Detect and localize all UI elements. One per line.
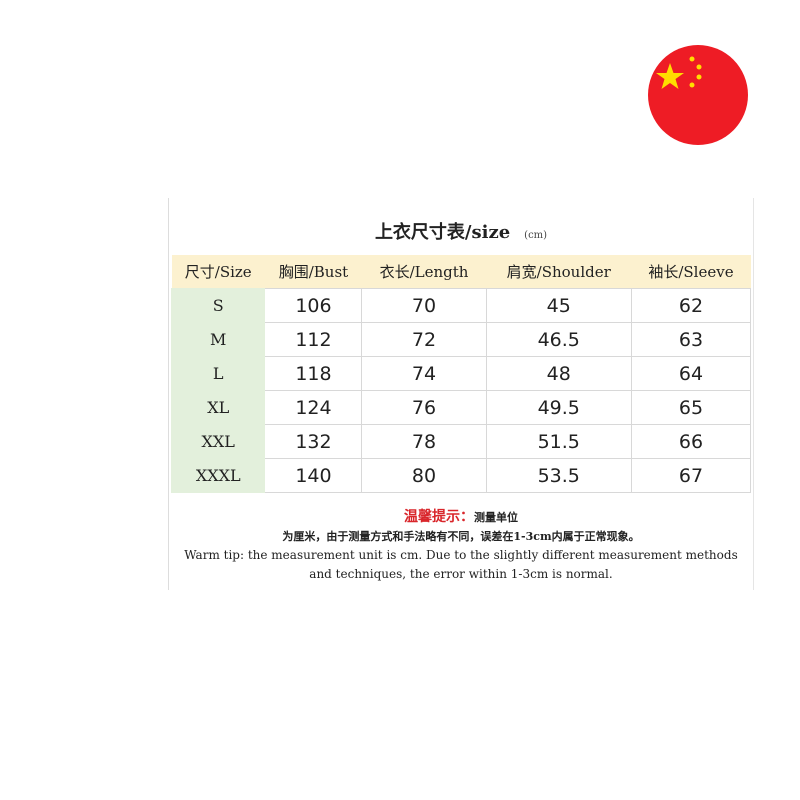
size-cell: XL [170,390,266,425]
column-header: 胸围/Bust [264,255,362,289]
chart-title: 上衣尺寸表/size (cm) [169,218,753,244]
tip-cn-1: 测量单位 [474,511,518,524]
measurement-cell: 46.5 [485,322,632,357]
column-header: 袖长/Sleeve [631,255,751,289]
measurement-cell: 65 [630,390,752,425]
measurement-cell: 45 [485,288,632,323]
measurement-cell: 62 [630,288,752,323]
measurement-cell: 49.5 [485,390,632,425]
measurement-cell: 74 [361,356,487,391]
size-cell: XXL [170,424,266,459]
table-row: M 112 72 46.5 63 [170,322,752,357]
size-cell: M [170,322,266,357]
measurement-cell: 63 [630,322,752,357]
china-flag-icon [648,45,748,145]
measurement-cell: 80 [361,458,487,493]
measurement-cell: 112 [264,322,363,357]
table-row: S 106 70 45 62 [170,288,752,323]
measurement-cell: 64 [630,356,752,391]
size-cell: S [170,288,266,323]
measurement-cell: 72 [361,322,487,357]
tip-label: 温馨提示： [404,509,474,525]
size-cell: XXXL [170,458,266,493]
table-row: L 118 74 48 64 [170,356,752,391]
table-row: XXL 132 78 51.5 66 [170,424,752,459]
table-row: XXXL 140 80 53.5 67 [170,458,752,493]
tip-cn-2: 为厘米，由于测量方式和手法略有不同，误差在1-3cm内属于正常现象。 [282,530,640,543]
column-header: 衣长/Length [361,255,487,289]
warm-tip: 温馨提示：测量单位 为厘米，由于测量方式和手法略有不同，误差在1-3cm内属于正… [169,508,753,584]
table-row: XL 124 76 49.5 65 [170,390,752,425]
measurement-cell: 70 [361,288,487,323]
measurement-cell: 118 [264,356,363,391]
measurement-cell: 67 [630,458,752,493]
size-cell: L [170,356,266,391]
title-text: 上衣尺寸表/size [374,222,511,243]
measurement-cell: 51.5 [485,424,632,459]
measurement-cell: 76 [361,390,487,425]
size-table: 尺寸/Size 胸围/Bust 衣长/Length 肩宽/Shoulder 袖长/Sle… [170,255,752,493]
tip-en: Warm tip: the measurement unit is cm. Du… [184,548,738,581]
measurement-cell: 78 [361,424,487,459]
size-chart: 上衣尺寸表/size (cm) 尺寸/Size 胸围/Bust 衣长/Length 肩宽… [168,198,754,590]
measurement-cell: 53.5 [485,458,632,493]
measurement-cell: 106 [264,288,363,323]
measurement-cell: 140 [264,458,363,493]
measurement-cell: 124 [264,390,363,425]
column-header: 肩宽/Shoulder [486,255,632,289]
measurement-cell: 48 [485,356,632,391]
measurement-cell: 132 [264,424,363,459]
column-header: 尺寸/Size [171,255,265,289]
measurement-cell: 66 [630,424,752,459]
unit-label: (cm) [524,230,548,241]
